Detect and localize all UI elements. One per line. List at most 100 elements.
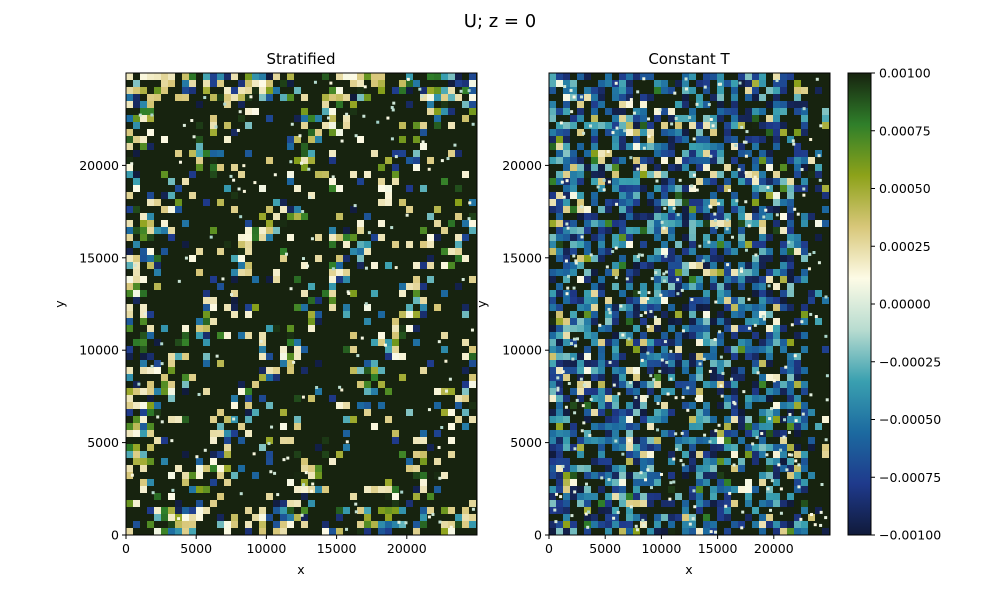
heatmap-cell (563, 514, 570, 521)
heatmap-cell (364, 528, 371, 535)
heatmap-cell (612, 234, 619, 241)
heatmap-cell (563, 94, 570, 101)
heatmap-speck (666, 392, 670, 396)
heatmap-cell (175, 521, 182, 528)
heatmap-cell (696, 325, 703, 332)
heatmap-speck (259, 339, 263, 343)
heatmap-cell (182, 388, 189, 395)
heatmap-cell (357, 507, 364, 514)
heatmap-cell (787, 276, 794, 283)
heatmap-cell (336, 528, 343, 535)
heatmap-cell (668, 458, 675, 465)
heatmap-cell (549, 206, 556, 213)
heatmap-cell (147, 227, 154, 234)
heatmap-cell (619, 521, 626, 528)
heatmap-cell (556, 416, 563, 423)
heatmap-speck (363, 85, 367, 89)
heatmap-speck (331, 175, 335, 179)
heatmap-cell (647, 353, 654, 360)
heatmap-cell (710, 143, 717, 150)
heatmap-cell (287, 206, 294, 213)
heatmap-speck (800, 168, 804, 172)
heatmap-cell (563, 409, 570, 416)
heatmap-cell (689, 444, 696, 451)
heatmap-cell (245, 262, 252, 269)
heatmap-cell (441, 227, 448, 234)
heatmap-cell (570, 430, 577, 437)
heatmap-cell (301, 521, 308, 528)
panel-constant-t: Constant T 0 5000 10000 15000 20000 05000100… (474, 50, 831, 577)
heatmap-cell (434, 234, 441, 241)
heatmap-cell (780, 269, 787, 276)
heatmap-speck (688, 116, 692, 120)
heatmap-cell (301, 115, 308, 122)
heatmap-cell (619, 255, 626, 262)
heatmap-cell (710, 276, 717, 283)
heatmap-cell (336, 129, 343, 136)
heatmap-speck (662, 226, 666, 230)
heatmap-cell (794, 80, 801, 87)
heatmap-cell (591, 171, 598, 178)
heatmap-cell (738, 234, 745, 241)
heatmap-cell (745, 486, 752, 493)
heatmap-cell (563, 87, 570, 94)
heatmap-cell (780, 255, 787, 262)
heatmap-cell (773, 318, 780, 325)
heatmap-speck (646, 351, 650, 355)
heatmap-cell (731, 269, 738, 276)
heatmap-cell (759, 171, 766, 178)
heatmap-cell (696, 437, 703, 444)
heatmap-cell (731, 122, 738, 129)
heatmap-cell (668, 220, 675, 227)
heatmap-cell (427, 262, 434, 269)
heatmap-cell (766, 297, 773, 304)
heatmap-cell (689, 465, 696, 472)
x-tick-label: 10000 (247, 541, 287, 556)
heatmap-cell (661, 416, 668, 423)
heatmap-cell (738, 220, 745, 227)
heatmap-cell (252, 514, 259, 521)
heatmap-cell (619, 178, 626, 185)
heatmap-cell (217, 409, 224, 416)
heatmap-speck (810, 513, 814, 517)
heatmap-cell (427, 234, 434, 241)
heatmap-cell (161, 507, 168, 514)
heatmap-cell (703, 150, 710, 157)
heatmap-cell (647, 199, 654, 206)
heatmap-cell (759, 521, 766, 528)
heatmap-cell (350, 94, 357, 101)
heatmap-cell (549, 367, 556, 374)
heatmap-speck (650, 277, 654, 281)
heatmap-cell (364, 507, 371, 514)
heatmap-cell (329, 276, 336, 283)
heatmap-speck (636, 255, 640, 259)
heatmap-cell (196, 101, 203, 108)
heatmap-cell (605, 80, 612, 87)
heatmap-cell (724, 528, 731, 535)
heatmap-cell (633, 367, 640, 374)
heatmap-cell (399, 80, 406, 87)
heatmap-cell (731, 80, 738, 87)
heatmap-cell (633, 164, 640, 171)
heatmap-cell (717, 318, 724, 325)
heatmap-cell (654, 304, 661, 311)
heatmap-cell (168, 381, 175, 388)
heatmap-cell (336, 451, 343, 458)
heatmap-cell (343, 234, 350, 241)
heatmap-cell (731, 311, 738, 318)
heatmap-speck (703, 433, 707, 437)
heatmap-cell (462, 353, 469, 360)
heatmap-speck (306, 264, 310, 268)
heatmap-speck (647, 291, 651, 295)
heatmap-cell (161, 220, 168, 227)
heatmap-cell (154, 339, 161, 346)
heatmap-cell (570, 472, 577, 479)
heatmap-speck (397, 520, 401, 524)
heatmap-cell (556, 269, 563, 276)
heatmap-cell (133, 381, 140, 388)
heatmap-cell (462, 507, 469, 514)
heatmap-cell (126, 500, 133, 507)
heatmap-cell (189, 87, 196, 94)
heatmap-cell (654, 479, 661, 486)
heatmap-cell (238, 115, 245, 122)
